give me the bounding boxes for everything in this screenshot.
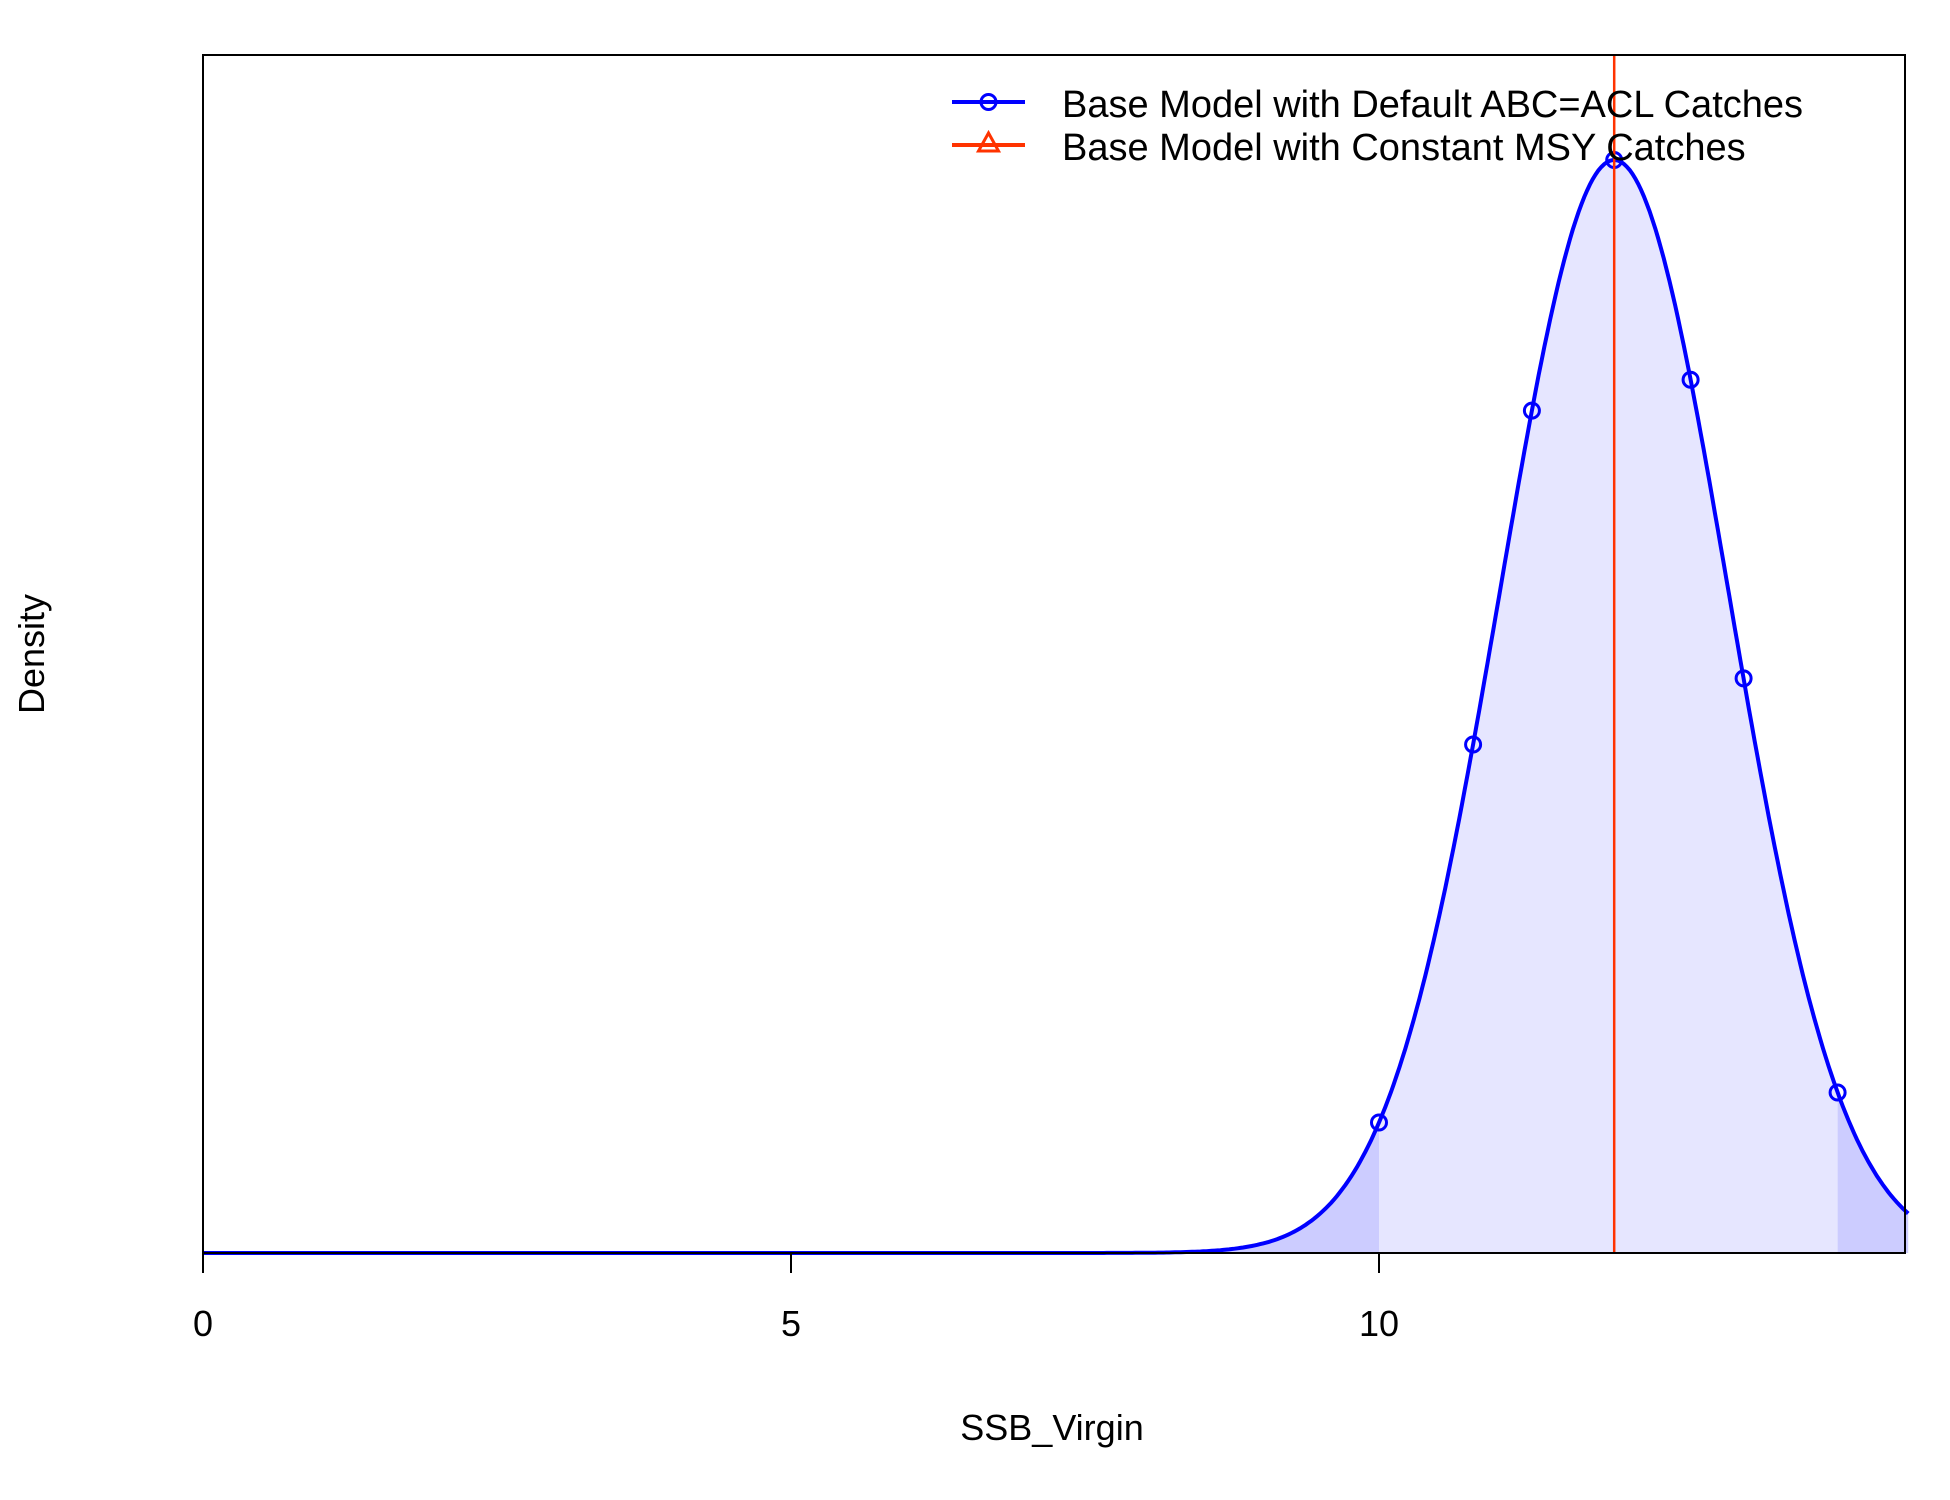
density-marker-6 (1734, 669, 1753, 688)
plot-frame (202, 54, 1906, 1254)
plot-layer (203, 55, 1910, 1255)
legend-marker-1 (979, 93, 998, 111)
x-tick-label-0: 0 (193, 1303, 213, 1344)
x-tick-label-10: 10 (1359, 1303, 1399, 1344)
density-marker-5 (1681, 370, 1700, 389)
density-marker-2 (1464, 735, 1483, 754)
density-marker-7 (1828, 1083, 1847, 1102)
x-axis: 0 5 10 (193, 1253, 1399, 1344)
interval-fill (1379, 160, 1838, 1253)
legend-label-1: Base Model with Default ABC=ACL Catches (1062, 84, 1803, 126)
density-marker-1 (1370, 1113, 1388, 1132)
legend-marker-2 (975, 129, 1002, 153)
legend: Base Model with Default ABC=ACL CatchesB… (952, 84, 1803, 169)
legend-label-2: Base Model with Constant MSY Catches (1062, 127, 1746, 169)
x-axis-title: SSB_Virgin (960, 1407, 1143, 1448)
x-tick-label-5: 5 (781, 1303, 801, 1344)
density-marker-3 (1522, 401, 1541, 420)
lower-tail-fill (203, 1122, 1379, 1253)
y-axis-title: Density (11, 594, 52, 714)
